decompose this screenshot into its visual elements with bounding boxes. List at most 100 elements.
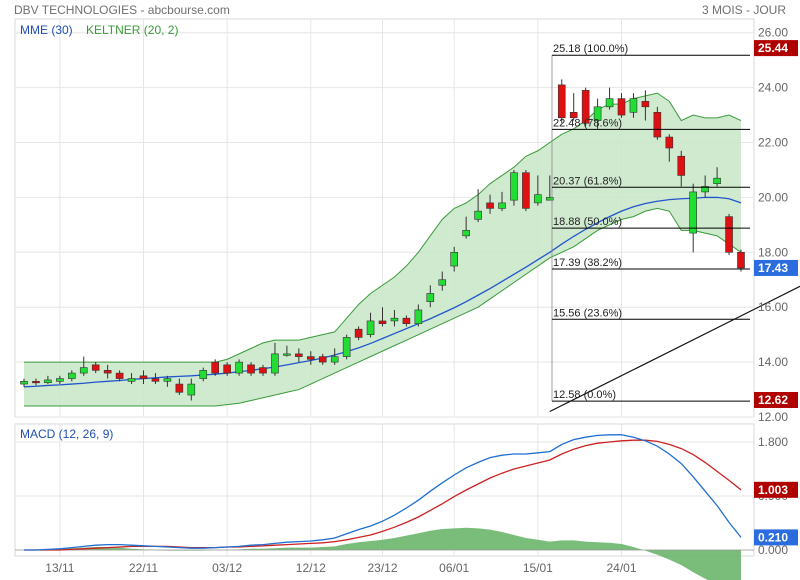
fibo-level-label: 18.88 (50.0%) xyxy=(553,216,622,228)
candle-body xyxy=(283,353,291,356)
candle-body xyxy=(271,353,279,374)
macd-badge-bg xyxy=(754,481,798,498)
candle-body xyxy=(725,216,733,253)
candle-body xyxy=(103,370,112,374)
candle-body xyxy=(629,98,638,113)
candle-body xyxy=(450,252,459,267)
candle-body xyxy=(306,356,315,360)
x-tick-label: 23/12 xyxy=(367,561,397,575)
candle-body xyxy=(665,136,674,149)
candle-body xyxy=(342,337,351,357)
macd-tick-label: 1.800 xyxy=(758,435,788,449)
macd-panel xyxy=(14,423,755,557)
price-tick-label: 24.00 xyxy=(758,81,788,95)
candle-body xyxy=(390,317,399,322)
candle-body xyxy=(701,186,709,193)
candle-body xyxy=(641,101,650,108)
price-badge-bg xyxy=(754,391,798,408)
candle-body xyxy=(187,383,196,396)
candle-body xyxy=(127,378,136,382)
macd-badge: 1.003 xyxy=(758,483,788,497)
price-tick-label: 12.00 xyxy=(758,410,788,424)
candle-body xyxy=(378,320,387,324)
price-badge: 12.62 xyxy=(758,393,788,407)
chart-header: DBV TECHNOLOGIES - abcbourse.com 3 MOIS … xyxy=(0,0,800,18)
macd-line xyxy=(24,434,742,551)
candle-body xyxy=(414,309,423,324)
fibo-level-label: 20.37 (61.8%) xyxy=(553,175,622,187)
x-tick-label: 12/12 xyxy=(296,561,326,575)
candle-body xyxy=(139,375,148,379)
price-tick-label: 16.00 xyxy=(758,300,788,314)
candle-body xyxy=(366,320,375,335)
candle-body xyxy=(318,356,327,363)
price-tick-label: 14.00 xyxy=(758,355,788,369)
candle-body xyxy=(713,177,721,184)
x-axis-labels: 13/11 22/11 03/12 12/12 23/12 06/01 15/01 24/01 xyxy=(45,561,637,575)
trend-arrow-line xyxy=(549,285,800,413)
candle-body xyxy=(510,172,518,201)
fibo-level-label: 17.39 (38.2%) xyxy=(553,257,622,269)
candle-body xyxy=(20,381,28,385)
price-tick-label: 20.00 xyxy=(758,190,788,204)
period-label: 3 MOIS - JOUR xyxy=(701,3,786,17)
price-badge: 25.44 xyxy=(758,41,788,55)
price-panel xyxy=(14,18,755,418)
fibo-level-label: 25.18 (100.0%) xyxy=(553,43,628,55)
x-tick-label: 06/01 xyxy=(439,561,469,575)
candle-body xyxy=(486,202,494,209)
fibonacci-levels: 25.18 (100.0%) 22.48 (78.6%) 20.37 (61.8%)… xyxy=(551,43,750,402)
legend-macd: MACD (12, 26, 9) xyxy=(20,427,113,441)
candle-body xyxy=(581,90,590,124)
x-tick-label: 03/12 xyxy=(212,561,242,575)
candle-body xyxy=(295,353,303,357)
candle-body xyxy=(557,84,566,119)
keltner-band xyxy=(24,93,741,407)
x-tick-label: 24/01 xyxy=(606,561,636,575)
macd-badge-bg xyxy=(754,529,798,546)
x-tick-label: 13/11 xyxy=(45,561,74,575)
price-tick-label: 22.00 xyxy=(758,136,788,150)
chart-title: DBV TECHNOLOGIES - abcbourse.com xyxy=(14,3,230,17)
candle-body xyxy=(545,197,554,201)
x-tick-label: 22/11 xyxy=(129,561,158,575)
legend-keltner: KELTNER (20, 2) xyxy=(86,23,178,37)
candle-body xyxy=(259,367,267,374)
candle-body xyxy=(426,293,435,303)
price-badge-bg xyxy=(754,40,798,57)
candle-body xyxy=(235,361,243,374)
candle-body xyxy=(474,210,482,220)
candle-body xyxy=(211,361,219,374)
trend-arrow-group xyxy=(549,285,800,413)
candle-body xyxy=(68,372,76,379)
macd-tick-label: 0.000 xyxy=(758,543,788,557)
y-axis-labels: 26.00 24.00 22.00 20.00 18.00 16.00 14.00 12.00… xyxy=(758,26,788,557)
candle-body xyxy=(402,317,411,324)
price-badge: 17.43 xyxy=(758,261,788,275)
candlesticks xyxy=(20,79,745,401)
macd-series xyxy=(15,434,754,580)
candle-body xyxy=(32,381,40,384)
candle-body xyxy=(534,194,542,204)
candle-body xyxy=(91,364,100,371)
candle-body xyxy=(653,112,662,138)
value-badges: 25.44 17.43 12.62 1.003 0.210 xyxy=(754,40,798,546)
candle-body xyxy=(689,191,698,234)
x-tick-label: 15/01 xyxy=(523,561,553,575)
candle-body xyxy=(79,367,88,374)
candle-body xyxy=(438,279,447,286)
candle-body xyxy=(569,112,578,119)
candle-body xyxy=(151,378,160,382)
fibo-level-label: 22.48 (78.6%) xyxy=(553,117,622,129)
candle-body xyxy=(175,383,184,393)
candle-body xyxy=(462,230,470,237)
candle-body xyxy=(115,372,124,379)
macd-histogram xyxy=(24,527,741,580)
candle-body xyxy=(354,328,363,338)
legend-mme: MME (30) xyxy=(20,23,73,37)
price-tick-label: 26.00 xyxy=(758,26,788,40)
candle-body xyxy=(247,364,255,374)
candle-body xyxy=(498,202,506,209)
candle-body xyxy=(677,155,686,176)
